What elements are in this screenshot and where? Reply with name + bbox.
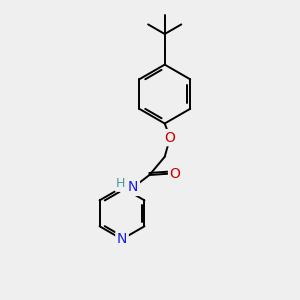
Text: N: N (117, 232, 127, 246)
Text: H: H (116, 177, 125, 190)
Text: O: O (169, 167, 181, 181)
Text: O: O (165, 130, 176, 145)
Text: N: N (128, 180, 138, 194)
